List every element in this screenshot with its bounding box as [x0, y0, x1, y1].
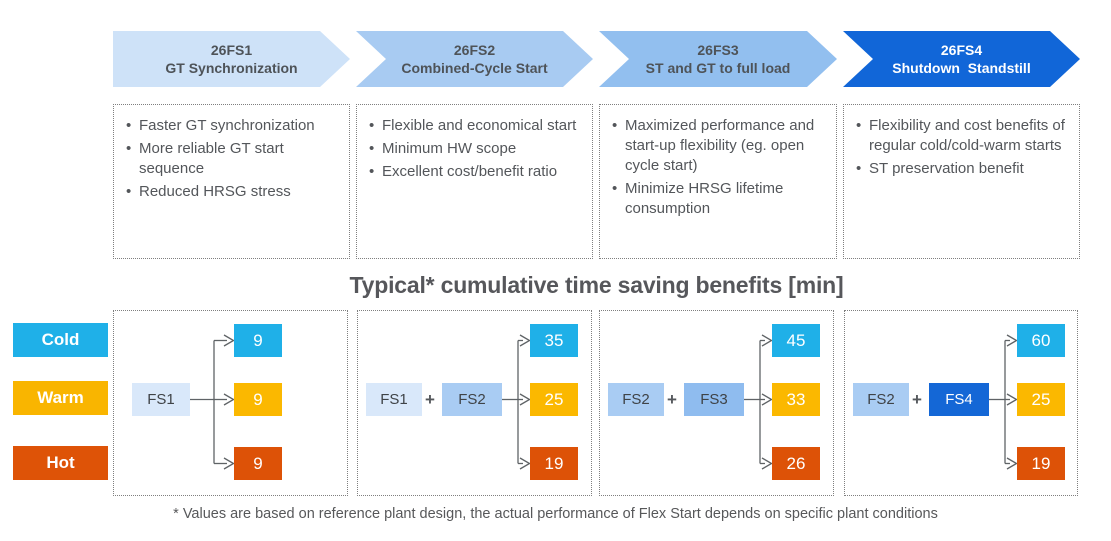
bullet-dot: •: [126, 117, 132, 134]
row-label-cold: Cold: [13, 323, 108, 357]
value-box-warm: 33: [772, 383, 820, 416]
step-code: 26FS3: [697, 42, 739, 58]
bullet-item: • Excellent cost/benefit ratio: [365, 162, 582, 182]
chevron-step-1: 26FS1 GT Synchronization: [113, 31, 350, 87]
chevron-step-4: 26FS4 Shutdown Standstill: [843, 31, 1080, 87]
value-box-warm: 25: [530, 383, 578, 416]
fs-source-box: FS3: [684, 383, 744, 416]
value-box-hot: 19: [530, 447, 578, 480]
bullet-text: Minimize HRSG lifetime consumption: [625, 180, 784, 217]
chevron-step-3: 26FS3 ST and GT to full load: [599, 31, 837, 87]
panel-fs1-fs2: FS1 + FS2 35 25 19: [357, 310, 592, 496]
panel-fs2-fs3: FS2 + FS3 45 33 26: [599, 310, 834, 496]
bullet-text: Minimum HW scope: [382, 140, 517, 157]
connector-arrows: [989, 334, 1018, 470]
fs-source-box: FS1: [132, 383, 190, 416]
fs-source-box: FS1: [366, 383, 422, 416]
bullet-dot: •: [126, 140, 132, 157]
fs-source-box: FS2: [853, 383, 909, 416]
plus-sign: +: [667, 390, 677, 409]
bullet-dot: •: [369, 117, 375, 134]
value-box-hot: 9: [234, 447, 282, 480]
chart-title: Typical* cumulative time saving benefits…: [349, 272, 844, 298]
value-box-cold: 9: [234, 324, 282, 357]
value-box-hot: 26: [772, 447, 820, 480]
step-label: Combined-Cycle Start: [401, 60, 548, 76]
plus-sign: +: [912, 390, 922, 409]
value-box-hot: 19: [1017, 447, 1065, 480]
step-label: ST and GT to full load: [645, 60, 791, 76]
value-box-cold: 35: [530, 324, 578, 357]
bullet-dot: •: [369, 140, 375, 157]
benefit-box-2: • Flexible and economical start • Minimum …: [356, 104, 593, 259]
bullet-dot: •: [612, 117, 618, 134]
benefit-box-3: • Maximized performance and start-up flex…: [599, 104, 837, 259]
fs-source-box: FS2: [442, 383, 502, 416]
bullet-text: Excellent cost/benefit ratio: [382, 163, 558, 180]
benefit-box-4: • Flexibility and cost benefits of regula…: [843, 104, 1080, 259]
bullet-text: Flexibility and cost benefits of regular…: [869, 117, 1065, 154]
step-label: Shutdown Standstill: [892, 60, 1031, 76]
panel-fs2-fs4: FS2 + FS4 60 25 19: [844, 310, 1078, 496]
chevron-step-2: 26FS2 Combined-Cycle Start: [356, 31, 593, 87]
connector-arrows: [190, 334, 235, 470]
bullet-item: • Minimize HRSG lifetime consumption: [608, 179, 826, 219]
bullet-dot: •: [612, 180, 618, 197]
step-label: GT Synchronization: [165, 60, 298, 76]
bullet-item: • Flexible and economical start: [365, 116, 582, 136]
bullet-text: Reduced HRSG stress: [139, 183, 291, 200]
connector-arrows: [502, 334, 531, 470]
bullet-item: • Maximized performance and start-up flex…: [608, 116, 826, 176]
value-box-warm: 25: [1017, 383, 1065, 416]
bullet-item: • More reliable GT start sequence: [122, 139, 339, 179]
fs-source-box: FS4: [929, 383, 989, 416]
bullet-dot: •: [369, 163, 375, 180]
bullet-text: Maximized performance and start-up flexi…: [625, 117, 815, 174]
value-box-cold: 60: [1017, 324, 1065, 357]
bullet-item: • Minimum HW scope: [365, 139, 582, 159]
bullet-text: ST preservation benefit: [869, 160, 1024, 177]
panel-fs1: FS1 9 9 9: [113, 310, 348, 496]
row-label-hot: Hot: [13, 446, 108, 480]
step-code: 26FS1: [210, 42, 253, 58]
bullet-text: Faster GT synchronization: [139, 117, 315, 134]
value-box-cold: 45: [772, 324, 820, 357]
bullet-dot: •: [126, 183, 132, 200]
row-label-warm: Warm: [13, 381, 108, 415]
footnote: * Values are based on reference plant de…: [173, 506, 938, 522]
bullet-item: • ST preservation benefit: [852, 159, 1069, 179]
step-code: 26FS2: [453, 42, 496, 58]
plus-sign: +: [425, 390, 435, 409]
benefit-box-1: • Faster GT synchronization • More reliabl…: [113, 104, 350, 259]
connector-arrows: [744, 334, 773, 470]
bullet-text: Flexible and economical start: [382, 117, 577, 134]
bullet-item: • Flexibility and cost benefits of regula…: [852, 116, 1069, 156]
fs-source-box: FS2: [608, 383, 664, 416]
bullet-item: • Faster GT synchronization: [122, 116, 339, 136]
bullet-dot: •: [856, 160, 862, 177]
bullet-dot: •: [856, 117, 862, 134]
bullet-text: More reliable GT start sequence: [139, 140, 284, 177]
step-code: 26FS4: [940, 42, 983, 58]
bullet-item: • Reduced HRSG stress: [122, 182, 339, 202]
value-box-warm: 9: [234, 383, 282, 416]
